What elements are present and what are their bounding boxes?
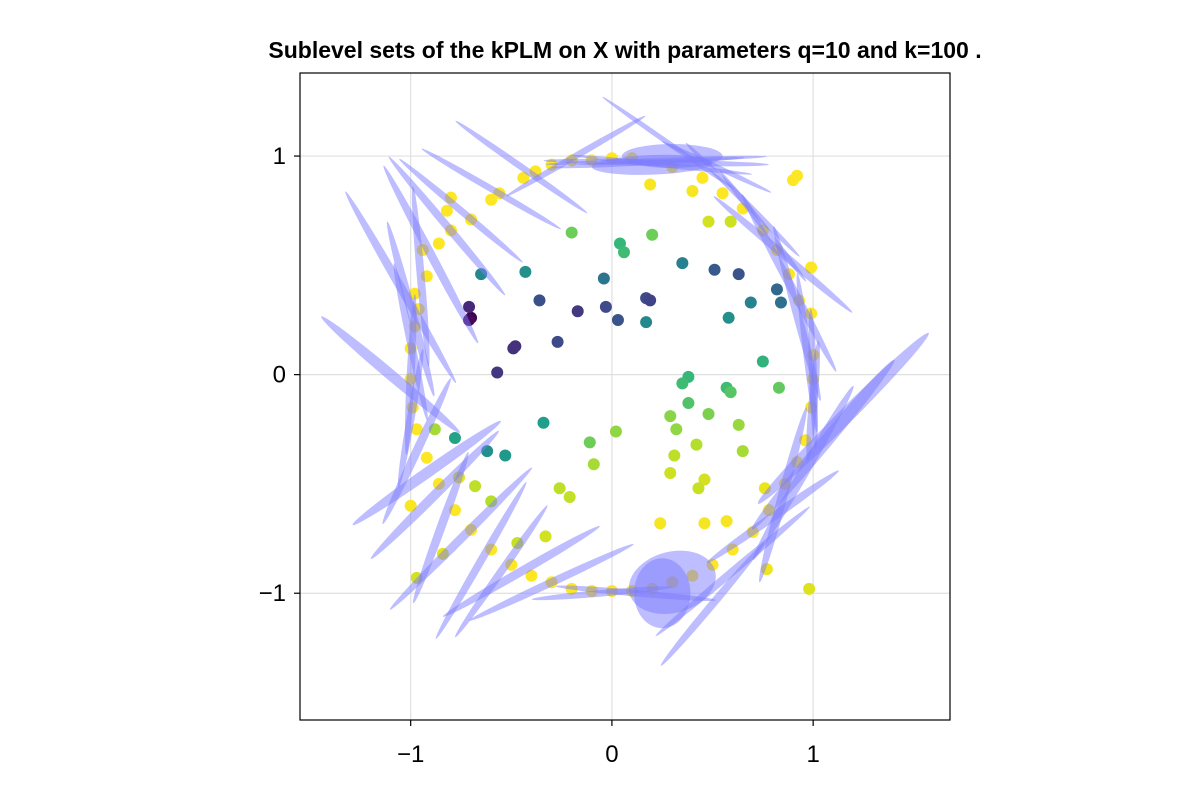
data-point-72 [404,499,417,512]
data-point-45 [668,449,681,462]
y-tick-label-0: −1 [259,580,286,607]
data-point-16 [774,296,787,309]
data-point-71 [686,185,699,198]
x-tick-label-2: 1 [806,741,819,768]
data-point-131 [432,237,445,250]
sublevel-ellipse-35 [352,420,502,526]
sublevel-ellipse-40 [393,263,428,421]
data-point-49 [609,425,622,438]
data-point-20 [744,296,757,309]
data-point-122 [420,451,433,464]
data-point-69 [698,517,711,530]
data-point-67 [654,517,667,530]
data-point-22 [519,265,532,278]
data-point-37 [756,355,769,368]
data-point-66 [803,582,816,595]
sublevel-ellipse-16 [806,340,820,462]
data-point-6 [571,305,584,318]
data-point-89 [696,171,709,184]
data-point-30 [565,226,578,239]
data-point-97 [805,261,818,274]
data-point-26 [499,449,512,462]
data-point-90 [716,187,729,200]
y-tick-label-2: 1 [273,143,286,170]
data-point-47 [698,473,711,486]
data-point-34 [682,397,695,410]
data-point-42 [732,418,745,431]
y-tick-label-1: 0 [273,362,286,389]
data-point-2 [463,300,476,313]
sublevel-ellipse-30 [454,505,548,638]
sublevel-ellipse-21 [706,470,839,564]
data-point-123 [410,423,423,436]
data-point-33 [676,377,689,390]
data-point-29 [617,246,630,259]
data-point-53 [563,491,576,504]
data-point-43 [736,445,749,458]
data-point-13 [732,268,745,281]
data-point-10 [611,313,624,326]
data-point-52 [553,482,566,495]
data-point-7 [551,335,564,348]
data-point-24 [537,416,550,429]
data-point-57 [469,480,482,493]
sublevel-ellipse-31 [435,481,527,639]
sublevel-ellipse-23 [660,542,765,666]
plot-frame [299,72,951,721]
data-point-68 [720,515,733,528]
data-point-15 [770,283,783,296]
sublevel-ellipse-47 [421,148,561,230]
data-point-14 [708,263,721,276]
sublevel-ellipse-8 [661,141,772,193]
data-point-27 [448,432,461,445]
sublevel-ellipse-45 [388,156,506,296]
sublevel-ellipse-33 [413,451,469,604]
data-point-39 [702,407,715,420]
data-point-81 [517,171,530,184]
data-point-62 [724,215,737,228]
sublevel-ellipse-46 [399,158,523,263]
data-point-50 [583,436,596,449]
x-tick-label-1: 0 [605,741,618,768]
data-point-70 [644,178,657,191]
sublevel-ellipse-28 [469,543,634,621]
ellipses-layer [321,96,929,666]
sublevel-ellipse-48 [455,120,588,214]
data-point-44 [690,438,703,451]
data-point-9 [599,300,612,313]
data-point-76 [440,204,453,217]
data-point-51 [587,458,600,471]
x-tick-label-0: −1 [397,741,424,768]
data-point-54 [539,530,552,543]
data-point-4 [507,342,520,355]
data-point-79 [485,193,498,206]
data-point-38 [772,381,785,394]
data-point-74 [787,174,800,187]
sublevel-ellipse-27 [531,586,673,601]
data-point-21 [676,257,689,270]
data-point-48 [692,482,705,495]
data-point-46 [664,467,677,480]
data-point-12 [644,294,657,307]
sublevel-ellipse-7 [505,115,646,197]
data-point-18 [640,316,653,329]
sublevel-ellipse-34 [370,430,499,559]
data-point-36 [724,386,737,399]
data-point-40 [664,410,677,423]
data-point-63 [702,215,715,228]
data-point-41 [670,423,683,436]
sublevel-ellipse-44 [383,165,479,344]
data-point-5 [491,366,504,379]
data-point-31 [646,228,659,241]
data-point-19 [722,311,735,324]
chart-title: Sublevel sets of the kPLM on X with para… [268,37,981,63]
data-point-8 [533,294,546,307]
data-point-116 [525,569,538,582]
sublevel-ellipse-26 [555,585,717,601]
data-point-17 [597,272,610,285]
ticks-layer: −1 0 1 −1 0 1 [259,143,820,768]
